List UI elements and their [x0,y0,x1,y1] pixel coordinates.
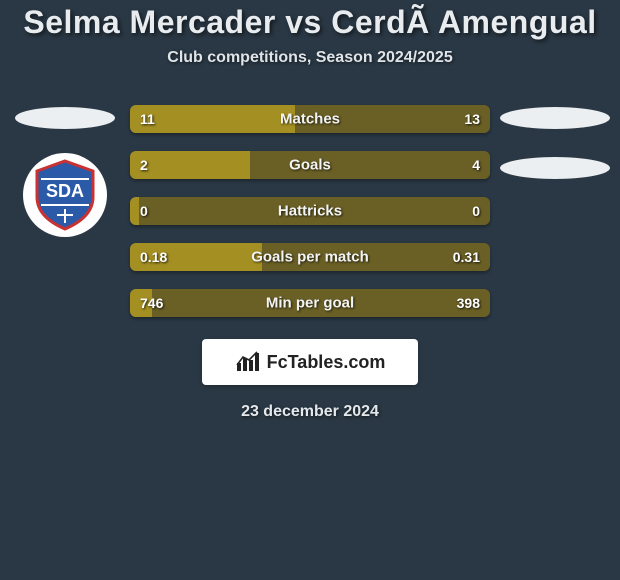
club-badge-svg: SDA [27,157,103,233]
stat-label: Goals [289,157,331,174]
stat-row: 2 4 Goals [130,151,490,179]
right-column [490,105,620,207]
stat-label: Goals per match [251,249,369,266]
page-title: Selma Mercader vs CerdÃ Amengual [0,4,620,41]
stat-value-right: 4 [472,157,480,173]
club-badge-left: SDA [23,153,107,237]
brand-text: FcTables.com [267,352,386,373]
main-row: SDA 11 13 Matches 2 4 Goals 0 0 Hattricks 0.18 0.3… [0,105,620,317]
stat-value-right: 13 [464,111,480,127]
brand-chart-icon [235,351,261,373]
stat-value-right: 0.31 [453,249,480,265]
stat-value-left: 0.18 [140,249,167,265]
stat-row: 0.18 0.31 Goals per match [130,243,490,271]
date-text: 23 december 2024 [0,403,620,421]
brand-badge[interactable]: FcTables.com [202,339,418,385]
comparison-infographic: Selma Mercader vs CerdÃ Amengual Club co… [0,0,620,421]
stat-bars: 11 13 Matches 2 4 Goals 0 0 Hattricks 0.18 0.31 Goa… [130,105,490,317]
club-badge-letters: SDA [46,181,84,201]
left-column: SDA [0,105,130,237]
stat-row: 11 13 Matches [130,105,490,133]
player-logo-placeholder-left [15,107,115,129]
stat-value-left: 2 [140,157,148,173]
subtitle: Club competitions, Season 2024/2025 [0,49,620,67]
stat-value-right: 398 [457,295,480,311]
stat-label: Hattricks [278,203,342,220]
bar-segment-left [130,197,139,225]
player-logo-placeholder-right-1 [500,107,610,129]
stat-row: 0 0 Hattricks [130,197,490,225]
stat-value-left: 11 [140,111,155,127]
stat-value-left: 0 [140,203,148,219]
stat-label: Matches [280,111,340,128]
player-logo-placeholder-right-2 [500,157,610,179]
stat-value-left: 746 [140,295,163,311]
stat-row: 746 398 Min per goal [130,289,490,317]
stat-label: Min per goal [266,295,354,312]
stat-value-right: 0 [472,203,480,219]
